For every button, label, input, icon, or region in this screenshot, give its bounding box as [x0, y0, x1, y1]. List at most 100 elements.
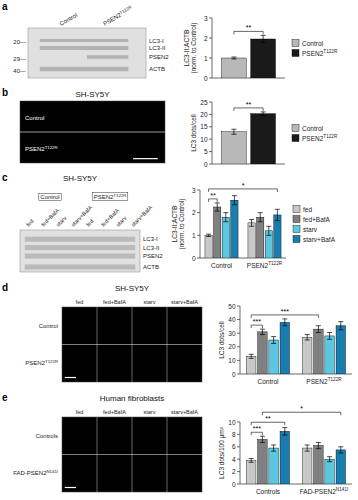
image-placeholder	[28, 28, 146, 78]
y-tick	[237, 346, 240, 347]
bar	[222, 217, 229, 258]
y-tick-label: 2	[204, 35, 208, 42]
legend: fedfed+BafAstarvstarv+BafA	[293, 206, 336, 243]
error-bar	[249, 459, 254, 463]
panel-letter: d	[2, 282, 8, 293]
label-superscript: T122R	[119, 5, 133, 16]
bar-panel: 01020304050LC3 dots/cellControlPSEN2T122…	[218, 303, 352, 385]
sample-label: PSEN2T122R	[102, 5, 134, 27]
y-axis-label: LC3 dots/100 µm²	[218, 426, 226, 479]
panel-letter: b	[2, 87, 8, 98]
label-superscript: T122R	[323, 48, 338, 53]
legend-swatch	[292, 125, 299, 132]
blot-band	[40, 46, 129, 50]
title: SH-SY5Y	[115, 284, 150, 293]
band-label: LC3-II	[143, 245, 160, 251]
y-tick	[209, 18, 212, 19]
group-label: Control	[40, 194, 59, 200]
bar	[248, 223, 255, 258]
image-divider	[97, 417, 98, 492]
legend-swatch	[293, 206, 300, 213]
label-main: PSEN2	[302, 50, 324, 57]
x-axis	[200, 258, 286, 259]
y-tick-label: 0	[204, 75, 208, 82]
legend-swatch	[293, 226, 300, 233]
legend-swatch	[292, 50, 299, 57]
significance-label: **	[265, 415, 271, 422]
bar	[257, 217, 264, 258]
y-tick-label: 0	[192, 255, 196, 262]
significance-bracket	[262, 412, 340, 415]
significance-bracket	[209, 199, 218, 202]
legend: Control PSEN2T122R	[292, 40, 338, 57]
image-divider	[132, 417, 133, 492]
bar	[336, 450, 346, 484]
band-label: ACTB	[143, 264, 159, 270]
error-bar	[327, 457, 332, 462]
legend-swatch	[293, 236, 300, 243]
bar	[280, 431, 290, 484]
y-tick-label: 50	[228, 303, 236, 310]
label-main: PSEN2	[247, 262, 269, 269]
y-tick-label: 2	[232, 468, 236, 475]
y-tick-label: 15	[200, 123, 208, 130]
column-label: fed+BafA	[103, 299, 126, 305]
x-tick-label: Control	[258, 378, 280, 385]
group-label: PSEN2T122R	[94, 193, 127, 200]
band-label: PSEN2	[149, 54, 169, 60]
label-superscript: T122R	[45, 359, 58, 364]
significance-bracket	[251, 315, 318, 318]
y-axis-label: LC3-II:ACTB(norm. to Control)	[183, 23, 198, 74]
bar	[258, 439, 268, 484]
y-tick-label: 1	[204, 55, 208, 62]
lane-label: fed	[85, 218, 95, 228]
legend-label: PSEN2T122R	[302, 133, 338, 141]
bar	[314, 329, 324, 374]
error-bar	[316, 326, 321, 333]
legend-label: Control	[302, 40, 324, 47]
bar-panel: 0510152025LC3 dots/cell	[190, 99, 285, 168]
y-axis	[200, 190, 201, 258]
significance-label: ***	[253, 318, 261, 325]
error-bar	[282, 428, 287, 435]
legend: ControlPSEN2T122R	[292, 125, 338, 142]
bar	[246, 356, 256, 374]
bar	[280, 322, 290, 374]
column-label: fed	[76, 299, 84, 305]
y-tick-label: 3	[192, 187, 196, 194]
y-tick	[237, 319, 240, 320]
error-bar	[249, 219, 254, 226]
title: SH-SY5Y	[75, 90, 110, 99]
bar	[221, 132, 246, 164]
bar	[336, 326, 346, 374]
group-label-box	[39, 194, 61, 201]
image-placeholder	[20, 101, 165, 163]
bar	[251, 39, 276, 78]
y-tick	[209, 151, 212, 152]
panel-letter: a	[2, 1, 8, 12]
error-bar	[261, 112, 266, 115]
y-axis-label: LC3 dots/cell	[218, 321, 225, 359]
row-label: Controls	[36, 433, 58, 439]
legend-swatch	[292, 40, 299, 47]
error-bar	[223, 213, 228, 222]
band-label: LC3-II	[149, 45, 166, 51]
group-label-box	[92, 193, 128, 201]
bar	[258, 332, 268, 374]
image-divider	[132, 307, 133, 382]
label-line: (norm. to Control)	[178, 199, 186, 250]
y-tick-label: 20	[200, 111, 208, 118]
image-placeholder	[20, 230, 140, 272]
label-line: LC3-II:ACTB	[171, 206, 178, 243]
error-bar	[258, 213, 263, 222]
blot-band	[87, 55, 128, 59]
y-axis	[212, 18, 213, 78]
significance-label: ***	[281, 308, 289, 315]
legend-label: Control	[302, 125, 324, 132]
y-tick	[209, 102, 212, 103]
row-label: PSEN2T122R	[25, 145, 58, 152]
y-tick	[237, 360, 240, 361]
bar	[269, 340, 279, 374]
label-superscript: T122R	[328, 377, 343, 382]
legend-label: fed	[303, 206, 312, 213]
